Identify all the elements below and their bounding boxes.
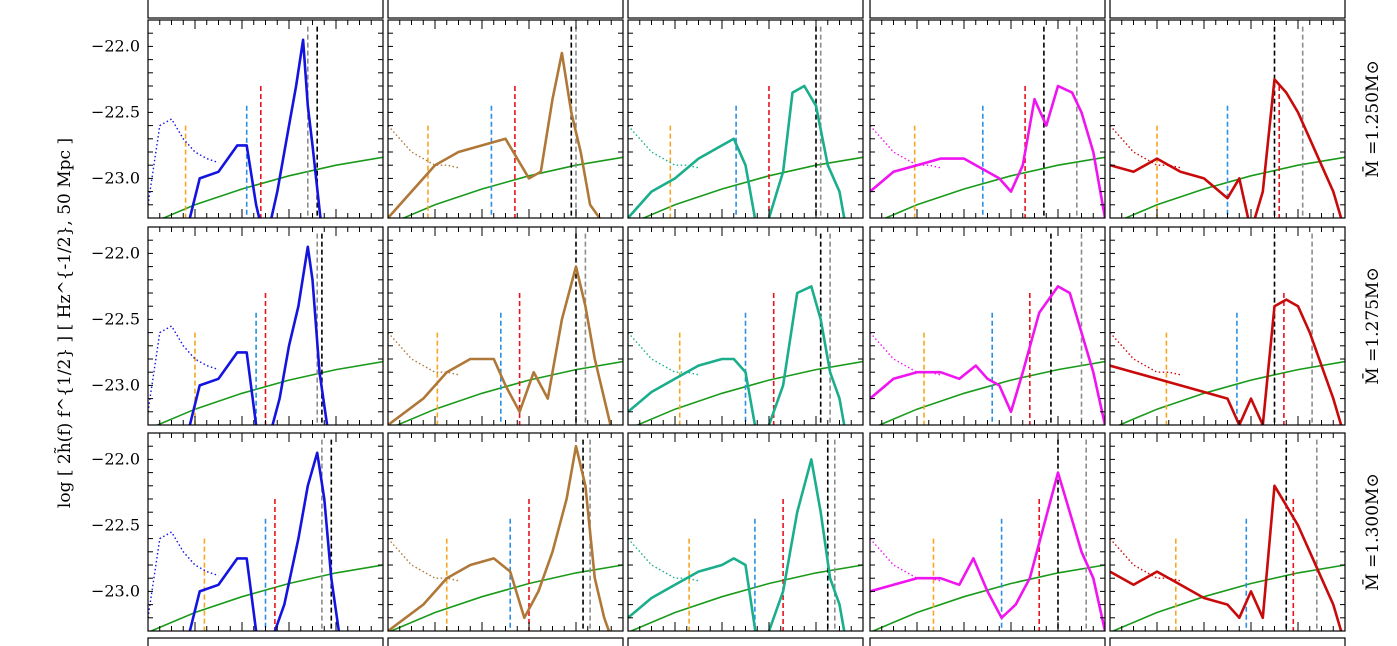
inspiral-dotted-curve	[1110, 125, 1181, 169]
panel-frame-partial	[627, 637, 864, 646]
inspiral-dotted-curve	[870, 332, 941, 376]
sensitivity-curve	[629, 564, 863, 631]
inspiral-dotted-curve	[1110, 538, 1181, 582]
inspiral-dotted-curve	[628, 125, 699, 169]
y-axis-tick-labels: −22.0 −22.5 −23.0 −22.0 −22.5 −23.0 −22.0 −22.5…	[91, 36, 140, 600]
sensitivity-curve	[883, 156, 1105, 218]
panel	[387, 19, 624, 219]
panel	[387, 432, 624, 632]
panel-frame-partial	[387, 0, 624, 19]
y-axis-label: log [ 2h̃(f) f^{1/2} ] [ Hz^{-1/2}, 50 M…	[54, 138, 75, 508]
inspiral-dotted-curve	[148, 325, 219, 412]
panel-frame-partial	[1109, 637, 1346, 646]
inspiral-dotted-curve	[870, 125, 941, 169]
series-line	[628, 285, 846, 425]
panel-frame-partial	[387, 637, 624, 646]
series-line	[870, 84, 1105, 218]
sensitivity-curve	[877, 360, 1105, 425]
panel	[1109, 226, 1346, 426]
panel-grid	[147, 0, 1346, 646]
y-tick-label: −23.0	[91, 168, 140, 187]
sensitivity-curve	[389, 564, 623, 631]
sensitivity-curve	[871, 564, 1105, 631]
panel-frame	[869, 226, 1106, 426]
sensitivity-curve	[149, 564, 383, 631]
series-line	[628, 84, 846, 218]
sensitivity-curve	[395, 360, 623, 425]
panel	[869, 19, 1106, 219]
series-line	[870, 285, 1105, 425]
panel-frame-partial	[147, 0, 384, 19]
panel	[627, 19, 864, 219]
y-tick-label: −23.0	[91, 375, 140, 394]
series-line	[628, 458, 846, 631]
series-line	[1110, 484, 1343, 631]
panel	[627, 432, 864, 632]
panel	[147, 226, 384, 426]
panel	[387, 226, 624, 426]
series-line	[388, 51, 601, 218]
panel-frame	[869, 432, 1106, 632]
panel-frame	[147, 19, 384, 219]
panel	[147, 19, 384, 219]
panel	[1109, 19, 1346, 219]
series-line	[188, 245, 329, 425]
series-line	[1110, 298, 1343, 425]
row-label: M̄ =1.250M⊙	[1361, 60, 1383, 177]
row-label: M̄ =1.300M⊙	[1361, 473, 1383, 590]
inspiral-dotted-curve	[148, 118, 219, 205]
series-line	[870, 471, 1105, 631]
inspiral-dotted-curve	[870, 538, 941, 582]
series-line	[188, 451, 341, 631]
panel-frame	[387, 432, 624, 632]
panel-frame-partial	[147, 637, 384, 646]
panel	[869, 226, 1106, 426]
sensitivity-curve	[155, 360, 383, 425]
row-labels: M̄ =1.250M⊙ M̄ =1.275M⊙ M̄ =1.300M⊙	[1361, 60, 1383, 590]
inspiral-dotted-curve	[388, 125, 459, 169]
panel	[869, 432, 1106, 632]
series-line	[1110, 78, 1343, 218]
inspiral-dotted-curve	[1110, 332, 1181, 376]
panel-frame	[1109, 226, 1346, 426]
y-tick-label: −22.0	[91, 36, 140, 55]
panel	[627, 226, 864, 426]
y-tick-label: −22.0	[91, 449, 140, 468]
series-line	[188, 38, 322, 218]
inspiral-dotted-curve	[628, 538, 699, 582]
panel	[147, 432, 384, 632]
panel-frame	[869, 19, 1106, 219]
y-tick-label: −23.0	[91, 581, 140, 600]
y-tick-label: −22.0	[91, 243, 140, 262]
inspiral-dotted-curve	[628, 332, 699, 376]
series-line	[388, 265, 612, 425]
inspiral-dotted-curve	[388, 538, 459, 582]
inspiral-dotted-curve	[388, 332, 459, 376]
inspiral-dotted-curve	[148, 531, 219, 618]
panel-frame	[1109, 432, 1346, 632]
panel	[1109, 432, 1346, 632]
panel-frame-partial	[869, 0, 1106, 19]
sensitivity-curve	[1111, 564, 1345, 631]
panel-frame-partial	[627, 0, 864, 19]
series-line	[388, 444, 611, 631]
sensitivity-curve	[1117, 360, 1345, 425]
y-tick-label: −22.5	[91, 102, 140, 121]
sensitivity-curve	[161, 156, 383, 218]
panel-frame	[627, 19, 864, 219]
sensitivity-curve	[641, 156, 863, 218]
y-tick-label: −22.5	[91, 309, 140, 328]
row-label: M̄ =1.275M⊙	[1361, 267, 1383, 384]
panel-frame-partial	[1109, 0, 1346, 19]
panel-frame-partial	[869, 637, 1106, 646]
y-tick-label: −22.5	[91, 515, 140, 534]
